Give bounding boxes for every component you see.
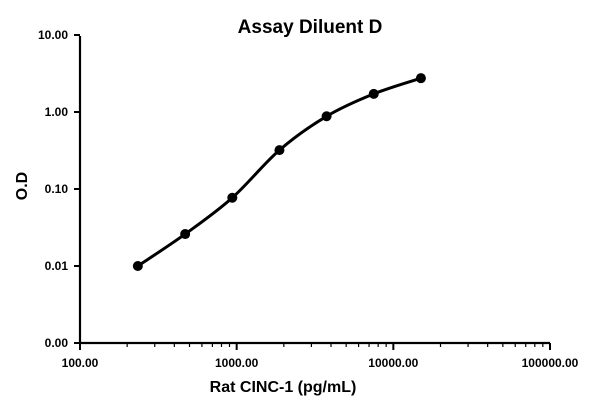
data-point (415, 73, 426, 84)
y-axis-label: O.D (14, 172, 31, 200)
series (132, 73, 426, 271)
series-line (137, 76, 422, 268)
y-axis-ticks: 0.00 0.01 0.10 1.00 10.00 (38, 28, 80, 350)
y-tick-label: 0.10 (45, 182, 69, 196)
y-tick-label: 0.01 (45, 259, 69, 273)
data-point (180, 229, 191, 240)
x-tick-label: 10000.00 (368, 356, 418, 370)
axes (78, 36, 550, 345)
x-tick-label: 100.00 (62, 356, 99, 370)
x-axis-label: Rat CINC-1 (pg/mL) (210, 379, 357, 396)
data-point (368, 88, 379, 99)
data-point (321, 111, 332, 122)
x-tick-label: 100000.00 (522, 356, 579, 370)
y-tick-label: 1.00 (45, 105, 69, 119)
x-axis-ticks: 100.00 1000.00 10000.00 100000.00 (62, 343, 579, 370)
y-tick-label: 10.00 (38, 28, 68, 42)
data-point (132, 261, 143, 271)
data-point (274, 145, 285, 156)
chart-title: Assay Diluent D (238, 17, 383, 38)
x-tick-label: 1000.00 (215, 356, 259, 370)
y-tick-label: 0.00 (45, 336, 69, 350)
data-point (227, 192, 238, 203)
